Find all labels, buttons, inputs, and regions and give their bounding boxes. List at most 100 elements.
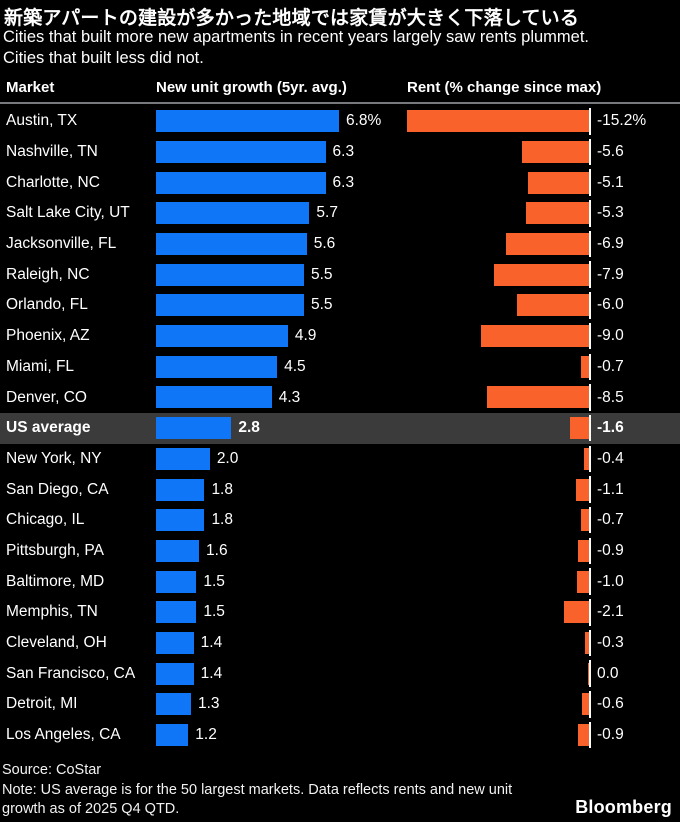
- rent-bar: [481, 325, 589, 348]
- growth-bar: [156, 386, 272, 409]
- rent-value-label: -9.0: [597, 327, 624, 345]
- table-row: Cleveland, OH 1.4 -0.3: [0, 628, 680, 659]
- chart-title: 新築アパートの建設が多かった地域では家賃が大きく下落している: [4, 8, 580, 29]
- growth-value-label: 1.5: [203, 572, 225, 590]
- chart-footer: Source: CoStar Note: US average is for t…: [0, 760, 680, 822]
- rent-zero-axis: [589, 691, 591, 718]
- rent-zero-axis: [589, 660, 591, 687]
- rent-value-label: -0.7: [597, 357, 624, 375]
- market-label: Los Angeles, CA: [6, 726, 121, 744]
- table-row: Raleigh, NC 5.5 -7.9: [0, 259, 680, 290]
- growth-bar: [156, 294, 304, 317]
- rent-bar: [578, 724, 589, 747]
- rent-zero-axis: [589, 721, 591, 749]
- market-label: Phoenix, AZ: [6, 327, 90, 345]
- market-label: Charlotte, NC: [6, 173, 100, 191]
- growth-value-label: 5.6: [313, 235, 336, 253]
- growth-value-label: 5.5: [311, 265, 333, 283]
- rent-zero-axis: [589, 568, 591, 595]
- table-row: Orlando, FL 5.5 -6.0: [0, 290, 680, 321]
- rent-zero-axis: [589, 230, 591, 258]
- growth-value-label: 1.8: [211, 480, 233, 498]
- subtitle-line-2: Cities that built less did not.: [3, 48, 204, 67]
- rent-bar: [585, 631, 589, 654]
- table-row-us-average: US average 2.8 -1.6: [0, 412, 680, 444]
- rent-value-label: -1.0: [597, 572, 624, 590]
- rent-bar: [587, 662, 589, 685]
- rent-bar: [578, 539, 589, 562]
- rent-bar: [580, 355, 589, 378]
- column-header-market: Market: [6, 79, 55, 96]
- growth-bar: [156, 539, 200, 562]
- growth-value-label: 1.6: [206, 541, 228, 559]
- growth-value-label: 1.2: [195, 726, 217, 744]
- market-label: Nashville, TN: [6, 143, 98, 161]
- rent-zero-axis: [589, 537, 591, 565]
- market-label: Pittsburgh, PA: [6, 541, 104, 559]
- growth-bar: [156, 447, 210, 470]
- growth-value-label: 1.4: [200, 634, 223, 652]
- market-label: Chicago, IL: [6, 511, 85, 529]
- market-label: Jacksonville, FL: [6, 235, 117, 253]
- market-label: Austin, TX: [6, 112, 78, 130]
- rent-bar: [569, 417, 589, 440]
- table-row: Miami, FL 4.5 -0.7: [0, 352, 680, 383]
- growth-value-label: 1.5: [203, 603, 225, 621]
- rent-bar: [577, 570, 589, 593]
- rent-value-label: -0.4: [597, 449, 624, 467]
- table-row: Memphis, TN 1.5 -2.1: [0, 597, 680, 628]
- market-label: Salt Lake City, UT: [6, 204, 130, 222]
- subtitle-line-1: Cities that built more new apartments in…: [3, 28, 589, 46]
- table-row: San Diego, CA 1.8 -1.1: [0, 474, 680, 505]
- rent-zero-axis: [589, 414, 591, 442]
- growth-value-label: 5.7: [316, 204, 338, 222]
- rent-value-label: -5.3: [597, 204, 624, 222]
- rent-zero-axis: [589, 353, 591, 380]
- rent-zero-axis: [589, 476, 591, 503]
- rent-value-label: -0.6: [597, 695, 624, 713]
- growth-value-label: 1.4: [200, 664, 223, 682]
- table-row: San Francisco, CA 1.4 0.0: [0, 658, 680, 689]
- table-row: Chicago, IL 1.8 -0.7: [0, 505, 680, 536]
- growth-bar: [156, 233, 307, 256]
- table-row: New York, NY 2.0 -0.4: [0, 444, 680, 475]
- growth-value-label: 2.8: [238, 419, 260, 437]
- rent-value-label: -5.6: [597, 143, 624, 161]
- chart-subtitle: Cities that built more new apartments in…: [3, 27, 679, 68]
- table-row: Baltimore, MD 1.5 -1.0: [0, 566, 680, 597]
- table-row: Denver, CO 4.3 -8.5: [0, 382, 680, 413]
- growth-value-label: 6.8%: [346, 112, 382, 130]
- growth-bar: [156, 263, 304, 286]
- rent-value-label: -0.3: [597, 634, 624, 652]
- growth-bar: [156, 693, 191, 716]
- rent-bar: [521, 140, 589, 163]
- growth-value-label: 6.3: [332, 173, 355, 191]
- table-row: Los Angeles, CA 1.2 -0.9: [0, 720, 680, 751]
- market-label: San Diego, CA: [6, 480, 109, 498]
- table-row: Phoenix, AZ 4.9 -9.0: [0, 321, 680, 352]
- market-label: Detroit, MI: [6, 695, 78, 713]
- table-row: Jacksonville, FL 5.6 -6.9: [0, 229, 680, 260]
- chart-rows: Austin, TX 6.8% -15.2% Nashville, TN 6.3 -5.6…: [0, 106, 680, 750]
- column-header-growth: New unit growth (5yr. avg.): [156, 79, 347, 96]
- growth-bar: [156, 171, 326, 194]
- rent-bar: [563, 601, 589, 624]
- source-text: Source: CoStar: [2, 762, 102, 778]
- growth-bar: [156, 325, 288, 348]
- note-text: Note: US average is for the 50 largest m…: [2, 782, 513, 817]
- bloomberg-logo: Bloomberg: [575, 797, 672, 817]
- growth-bar: [156, 570, 197, 593]
- rent-bar: [517, 294, 589, 317]
- rent-zero-axis: [589, 200, 591, 227]
- rent-zero-axis: [589, 138, 591, 166]
- market-label: New York, NY: [6, 449, 102, 467]
- growth-value-label: 1.8: [211, 511, 233, 529]
- market-label: Miami, FL: [6, 357, 75, 375]
- growth-value-label: 4.9: [294, 327, 317, 345]
- rent-value-label: -8.5: [597, 388, 624, 406]
- rent-bar: [494, 263, 589, 286]
- growth-value-label: 4.3: [278, 388, 301, 406]
- growth-bar: [156, 509, 205, 532]
- rent-bar: [525, 202, 589, 225]
- rent-value-label: -1.6: [597, 419, 624, 437]
